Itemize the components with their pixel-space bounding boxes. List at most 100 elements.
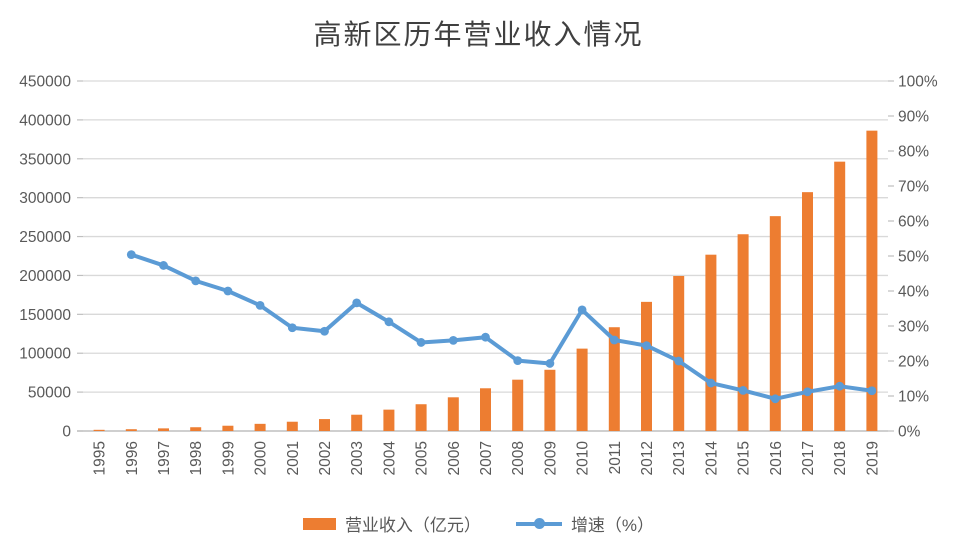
- y-axis-label-right: 80%: [898, 144, 929, 161]
- y-axis-label-right: 30%: [898, 319, 929, 336]
- bar-1999: [222, 425, 234, 431]
- y-axis-label-right: 90%: [898, 109, 929, 126]
- bar-2015: [737, 234, 749, 431]
- x-axis-label-1995: 1995: [92, 441, 109, 475]
- y-axis-label-left: 200000: [19, 268, 71, 285]
- x-axis-label-2012: 2012: [639, 441, 656, 475]
- bar-2001: [286, 421, 298, 431]
- chart-title: 高新区历年营业收入情况: [313, 18, 644, 51]
- growth-point-2017: [803, 387, 812, 397]
- x-axis-label-2001: 2001: [285, 441, 302, 475]
- legend-line-swatch: [515, 518, 562, 529]
- bar-2012: [641, 301, 652, 431]
- bar-2010: [576, 348, 588, 431]
- y-axis-label-right: 70%: [898, 179, 929, 196]
- bar-1996: [125, 429, 137, 431]
- x-axis-label-2011: 2011: [607, 441, 624, 474]
- growth-point-2001: [287, 323, 297, 333]
- x-axis-label-2019: 2019: [864, 441, 881, 475]
- growth-point-2015: [738, 386, 748, 395]
- bar-2019: [866, 130, 878, 431]
- x-axis-label-2016: 2016: [768, 441, 785, 475]
- bar-2007: [480, 388, 491, 431]
- legend-label-revenue: 营业收入（亿元）: [344, 516, 481, 535]
- bar-2004: [383, 409, 395, 431]
- legend-line-marker-icon: [533, 518, 545, 529]
- growth-point-2010: [577, 305, 587, 315]
- bar-2005: [415, 404, 427, 431]
- y-axis-label-right: 40%: [898, 284, 929, 301]
- bar-2017: [802, 192, 813, 431]
- growth-point-2013: [674, 356, 684, 366]
- bar-2006: [447, 397, 459, 431]
- growth-point-2006: [448, 335, 458, 345]
- x-axis-label-1997: 1997: [156, 441, 173, 475]
- y-axis-label-left: 250000: [19, 229, 71, 246]
- growth-point-1997: [159, 261, 168, 270]
- growth-point-2012: [642, 341, 651, 350]
- bar-1998: [190, 427, 202, 431]
- chart-legend: 营业收入（亿元） 增速（%）: [0, 511, 957, 536]
- x-axis-label-1999: 1999: [220, 441, 237, 475]
- y-axis-label-right: 10%: [898, 389, 929, 406]
- bar-2002: [319, 419, 330, 431]
- growth-point-2008: [513, 356, 523, 366]
- growth-point-2014: [706, 378, 716, 388]
- growth-point-2000: [255, 300, 265, 310]
- x-axis-label-2008: 2008: [510, 441, 527, 475]
- x-axis-label-1998: 1998: [188, 441, 205, 475]
- y-axis-label-left: 100000: [19, 346, 71, 363]
- growth-point-1998: [191, 276, 201, 286]
- x-axis-label-2015: 2015: [736, 441, 753, 475]
- x-axis-label-2005: 2005: [414, 441, 431, 475]
- x-axis-label-2017: 2017: [800, 441, 817, 475]
- growth-point-2005: [416, 338, 426, 347]
- x-axis-label-2014: 2014: [703, 441, 720, 476]
- legend-bar-swatch: [302, 517, 336, 530]
- bar-1997: [158, 428, 169, 431]
- bar-2000: [254, 423, 266, 431]
- growth-point-2011: [609, 335, 619, 345]
- growth-point-2018: [835, 381, 845, 391]
- bar-2011: [608, 327, 620, 431]
- bar-2018: [834, 161, 846, 432]
- y-axis-label-left: 50000: [28, 385, 71, 402]
- bar-2013: [673, 275, 685, 431]
- y-axis-label-left: 0: [62, 424, 71, 441]
- y-axis-label-left: 350000: [19, 151, 71, 168]
- growth-point-1999: [223, 286, 233, 296]
- x-axis-label-1996: 1996: [124, 441, 141, 475]
- y-axis-label-right: 0%: [898, 424, 921, 441]
- x-axis-label-2000: 2000: [253, 441, 270, 476]
- y-axis-label-left: 150000: [19, 307, 71, 324]
- growth-point-2009: [545, 359, 555, 368]
- y-axis-label-left: 450000: [19, 74, 71, 91]
- x-axis-label-2006: 2006: [446, 441, 463, 475]
- growth-point-2016: [770, 394, 780, 404]
- growth-point-2003: [352, 298, 362, 308]
- growth-point-1996: [126, 250, 136, 259]
- bar-2008: [512, 379, 524, 431]
- growth-point-2007: [481, 332, 490, 342]
- bar-2009: [544, 369, 556, 431]
- x-axis-label-2004: 2004: [381, 441, 398, 476]
- bar-1995: [93, 429, 105, 431]
- y-axis-label-right: 20%: [898, 354, 929, 371]
- y-axis-label-right: 50%: [898, 249, 929, 266]
- bar-2014: [705, 254, 717, 431]
- growth-point-2004: [384, 317, 394, 327]
- x-axis-label-2002: 2002: [317, 441, 334, 475]
- x-axis-label-2007: 2007: [478, 441, 495, 475]
- bar-2016: [769, 216, 781, 431]
- y-axis-label-left: 300000: [19, 190, 71, 207]
- x-axis-label-2010: 2010: [575, 441, 592, 476]
- y-axis-label-left: 400000: [19, 112, 71, 129]
- growth-point-2002: [320, 326, 329, 336]
- y-axis-label-right: 100%: [898, 74, 938, 91]
- x-axis-label-2018: 2018: [832, 441, 849, 475]
- x-axis-label-2013: 2013: [671, 441, 688, 475]
- growth-line: [129, 252, 874, 401]
- legend-label-growth: 增速（%）: [570, 516, 655, 535]
